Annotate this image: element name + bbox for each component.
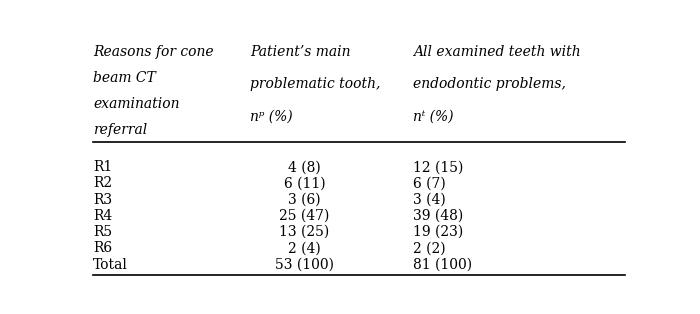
Text: 3 (4): 3 (4) — [413, 193, 446, 207]
Text: Patient’s main: Patient’s main — [251, 45, 351, 59]
Text: referral: referral — [93, 123, 147, 137]
Text: R2: R2 — [93, 176, 112, 190]
Text: 13 (25): 13 (25) — [279, 225, 330, 239]
Text: Reasons for cone: Reasons for cone — [93, 45, 214, 59]
Text: 39 (48): 39 (48) — [413, 209, 463, 223]
Text: 53 (100): 53 (100) — [275, 257, 334, 272]
Text: R5: R5 — [93, 225, 112, 239]
Text: 19 (23): 19 (23) — [413, 225, 463, 239]
Text: 12 (15): 12 (15) — [413, 160, 463, 174]
Text: problematic tooth,: problematic tooth, — [251, 78, 381, 91]
Text: 81 (100): 81 (100) — [413, 257, 472, 272]
Text: 4 (8): 4 (8) — [288, 160, 321, 174]
Text: R3: R3 — [93, 193, 112, 207]
Text: 6 (11): 6 (11) — [284, 176, 326, 190]
Text: 6 (7): 6 (7) — [413, 176, 446, 190]
Text: examination: examination — [93, 97, 179, 111]
Text: R6: R6 — [93, 241, 112, 255]
Text: R4: R4 — [93, 209, 112, 223]
Text: 2 (2): 2 (2) — [413, 241, 446, 255]
Text: All examined teeth with: All examined teeth with — [413, 45, 580, 59]
Text: endodontic problems,: endodontic problems, — [413, 78, 566, 91]
Text: 25 (47): 25 (47) — [279, 209, 330, 223]
Text: nᵗ (%): nᵗ (%) — [413, 110, 454, 124]
Text: nᵖ (%): nᵖ (%) — [251, 110, 293, 124]
Text: Total: Total — [93, 257, 128, 272]
Text: 3 (6): 3 (6) — [288, 193, 321, 207]
Text: R1: R1 — [93, 160, 112, 174]
Text: 2 (4): 2 (4) — [288, 241, 321, 255]
Text: beam CT: beam CT — [93, 71, 155, 85]
